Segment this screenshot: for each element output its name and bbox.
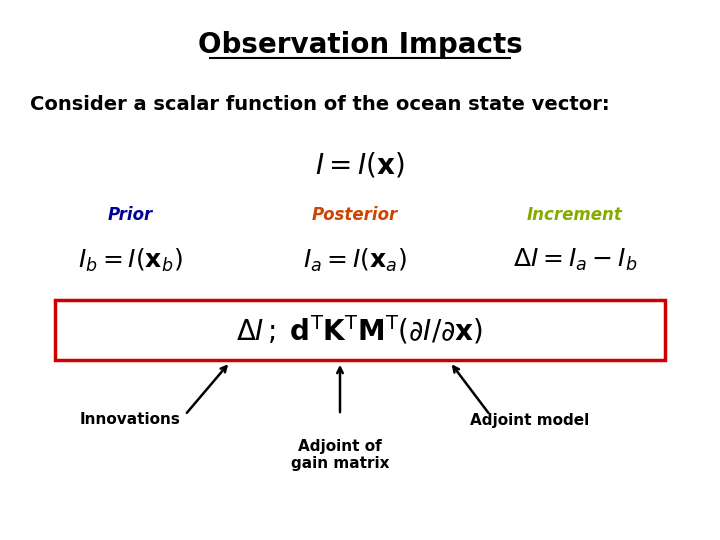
Text: Posterior: Posterior [312,206,398,224]
Text: Adjoint of
gain matrix: Adjoint of gain matrix [291,439,390,471]
Text: Consider a scalar function of the ocean state vector:: Consider a scalar function of the ocean … [30,96,610,114]
Text: Prior: Prior [107,206,153,224]
Text: $I_a = I(\mathbf{x}_a)$: $I_a = I(\mathbf{x}_a)$ [303,246,407,274]
Bar [55,300,665,360]
Text: $I_b = I(\mathbf{x}_b)$: $I_b = I(\mathbf{x}_b)$ [78,246,182,274]
Text: Observation Impacts: Observation Impacts [197,31,523,59]
Text: Innovations: Innovations [80,413,181,428]
Text: Increment: Increment [527,206,623,224]
Text: $I = I(\mathbf{x})$: $I = I(\mathbf{x})$ [315,151,405,179]
Text: $\Delta I = I_a - I_b$: $\Delta I = I_a - I_b$ [513,247,637,273]
Text: Adjoint model: Adjoint model [470,413,590,428]
Text: $\Delta I\,;\;\mathbf{d}^\mathrm{T}\mathbf{K}^\mathrm{T}\mathbf{M}^\mathrm{T}(\p: $\Delta I\,;\;\mathbf{d}^\mathrm{T}\math… [236,314,484,347]
